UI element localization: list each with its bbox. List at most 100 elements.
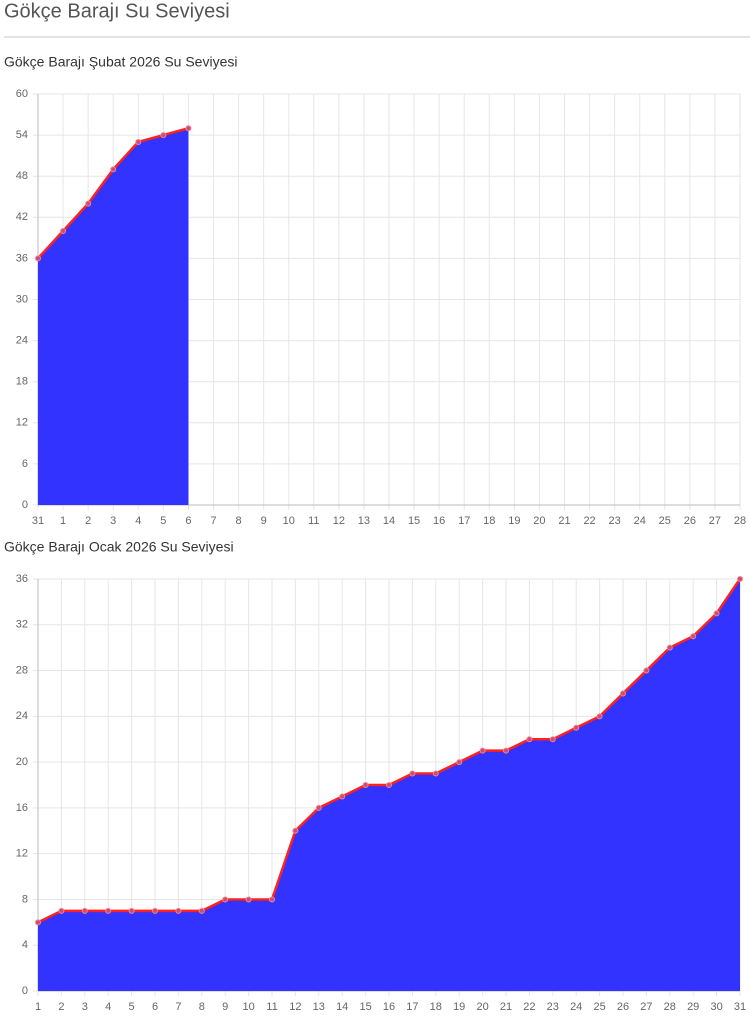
x-tick-label: 13 [313, 1001, 325, 1012]
x-tick-label: 16 [433, 515, 445, 527]
point [60, 228, 67, 234]
y-tick-label: 16 [16, 802, 28, 814]
x-tick-label: 12 [333, 515, 345, 527]
point [198, 907, 205, 914]
x-tick-label: 14 [383, 515, 395, 527]
x-tick-label: 7 [175, 1001, 181, 1012]
y-tick-label: 0 [22, 499, 28, 511]
point [269, 896, 275, 903]
y-tick-label: 12 [16, 417, 28, 429]
y-tick-label: 36 [16, 573, 28, 585]
y-tick-label: 4 [22, 939, 28, 951]
point [456, 759, 463, 766]
y-tick-label: 18 [16, 376, 28, 388]
x-tick-label: 28 [734, 515, 746, 527]
x-tick-label: 21 [558, 515, 570, 527]
point [526, 736, 533, 743]
y-tick-label: 0 [22, 985, 28, 997]
x-tick-label: 17 [406, 1001, 418, 1012]
point [135, 138, 142, 145]
point [175, 907, 182, 914]
point [35, 919, 41, 926]
x-tick-label: 23 [547, 1001, 559, 1012]
point [160, 132, 167, 139]
x-tick-label: 5 [129, 1001, 135, 1012]
x-tick-label: 24 [570, 1001, 582, 1012]
point [152, 907, 158, 914]
x-tick-label: 19 [453, 1001, 465, 1012]
x-tick-label: 21 [500, 1001, 512, 1012]
x-tick-label: 2 [58, 1001, 64, 1012]
point [185, 125, 192, 132]
x-tick-label: 14 [336, 1001, 348, 1012]
x-tick-label: 19 [508, 515, 520, 527]
x-tick-label: 26 [617, 1001, 629, 1012]
point [713, 610, 720, 617]
x-tick-label: 15 [359, 1001, 371, 1012]
x-tick-label: 10 [283, 515, 295, 527]
point [339, 793, 346, 800]
x-tick-label: 23 [609, 515, 621, 527]
x-tick-label: 31 [32, 515, 44, 527]
y-tick-label: 54 [16, 129, 28, 141]
x-tick-label: 25 [659, 515, 671, 527]
point [737, 576, 743, 582]
point [85, 200, 92, 207]
point [58, 907, 65, 914]
point [479, 747, 486, 754]
chart-title: Gökçe Barajı Şubat 2026 Su Seviyesi [4, 54, 237, 70]
x-tick-label: 4 [105, 1001, 111, 1012]
point [432, 770, 439, 777]
x-tick-label: 29 [687, 1001, 699, 1012]
x-tick-label: 25 [593, 1001, 605, 1012]
point [81, 907, 88, 914]
x-tick-label: 2 [85, 515, 91, 527]
y-tick-label: 24 [16, 710, 28, 722]
x-tick-label: 22 [583, 515, 595, 527]
x-tick-label: 9 [222, 1001, 228, 1012]
x-tick-label: 20 [476, 1001, 488, 1012]
y-tick-label: 20 [16, 756, 28, 768]
x-tick-label: 1 [35, 1001, 41, 1012]
x-tick-label: 8 [236, 515, 242, 527]
chart-title: Gökçe Barajı Ocak 2026 Su Seviyesi [4, 539, 234, 555]
x-tick-label: 11 [308, 515, 319, 527]
point [596, 713, 603, 720]
x-tick-label: 27 [640, 1001, 652, 1012]
y-tick-label: 6 [22, 458, 28, 470]
x-tick-label: 5 [160, 515, 166, 527]
point [110, 166, 117, 173]
x-tick-label: 28 [664, 1001, 676, 1012]
y-tick-label: 42 [16, 211, 28, 223]
x-tick-label: 1 [60, 515, 66, 527]
y-tick-label: 32 [16, 619, 28, 631]
point [222, 896, 229, 903]
x-tick-label: 7 [210, 515, 216, 527]
x-tick-label: 6 [185, 515, 191, 527]
x-tick-label: 18 [483, 515, 495, 527]
point [315, 804, 322, 811]
y-tick-label: 8 [22, 893, 28, 905]
point [362, 782, 369, 788]
point [503, 747, 509, 754]
x-tick-label: 16 [383, 1001, 395, 1012]
point [549, 736, 556, 743]
x-tick-label: 30 [710, 1001, 722, 1012]
point [409, 770, 416, 777]
x-tick-label: 12 [289, 1001, 301, 1012]
y-tick-label: 30 [16, 293, 28, 305]
point [643, 667, 650, 674]
area [38, 128, 189, 505]
point [386, 782, 392, 788]
x-tick-label: 11 [266, 1001, 277, 1012]
x-tick-label: 26 [684, 515, 696, 527]
x-tick-label: 18 [430, 1001, 442, 1012]
x-tick-label: 31 [734, 1001, 746, 1012]
point [105, 907, 112, 914]
point [128, 907, 135, 914]
point [620, 690, 626, 697]
point [666, 644, 673, 651]
point [245, 896, 252, 903]
x-tick-label: 6 [152, 1001, 158, 1012]
